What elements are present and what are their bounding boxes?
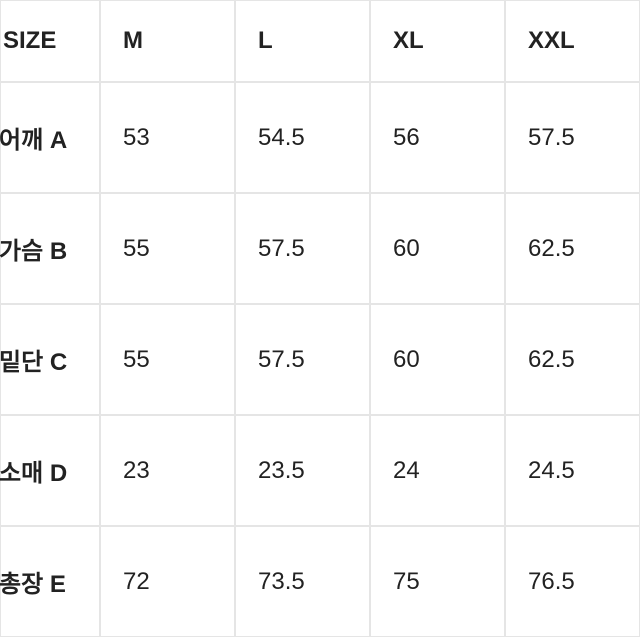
cell: 76.5 <box>505 526 640 637</box>
cell: 60 <box>370 304 505 415</box>
cell: 57.5 <box>235 304 370 415</box>
cell: 24.5 <box>505 415 640 526</box>
cell: 72 <box>100 526 235 637</box>
cell: 62.5 <box>505 304 640 415</box>
cell: 62.5 <box>505 193 640 304</box>
row-label: 가슴 B <box>0 193 100 304</box>
col-header-m: M <box>100 0 235 82</box>
size-table: SIZE M L XL XXL 어깨 A 53 54.5 56 57.5 가슴 … <box>0 0 640 637</box>
col-header-l: L <box>235 0 370 82</box>
row-label: 소매 D <box>0 415 100 526</box>
cell: 60 <box>370 193 505 304</box>
cell: 23.5 <box>235 415 370 526</box>
col-header-xxl: XXL <box>505 0 640 82</box>
row-label: 밑단 C <box>0 304 100 415</box>
cell: 54.5 <box>235 82 370 193</box>
cell: 55 <box>100 304 235 415</box>
cell: 73.5 <box>235 526 370 637</box>
col-header-xl: XL <box>370 0 505 82</box>
cell: 75 <box>370 526 505 637</box>
cell: 24 <box>370 415 505 526</box>
col-header-size: SIZE <box>0 0 100 82</box>
cell: 55 <box>100 193 235 304</box>
cell: 57.5 <box>235 193 370 304</box>
cell: 53 <box>100 82 235 193</box>
cell: 23 <box>100 415 235 526</box>
row-label: 총장 E <box>0 526 100 637</box>
cell: 57.5 <box>505 82 640 193</box>
cell: 56 <box>370 82 505 193</box>
row-label: 어깨 A <box>0 82 100 193</box>
